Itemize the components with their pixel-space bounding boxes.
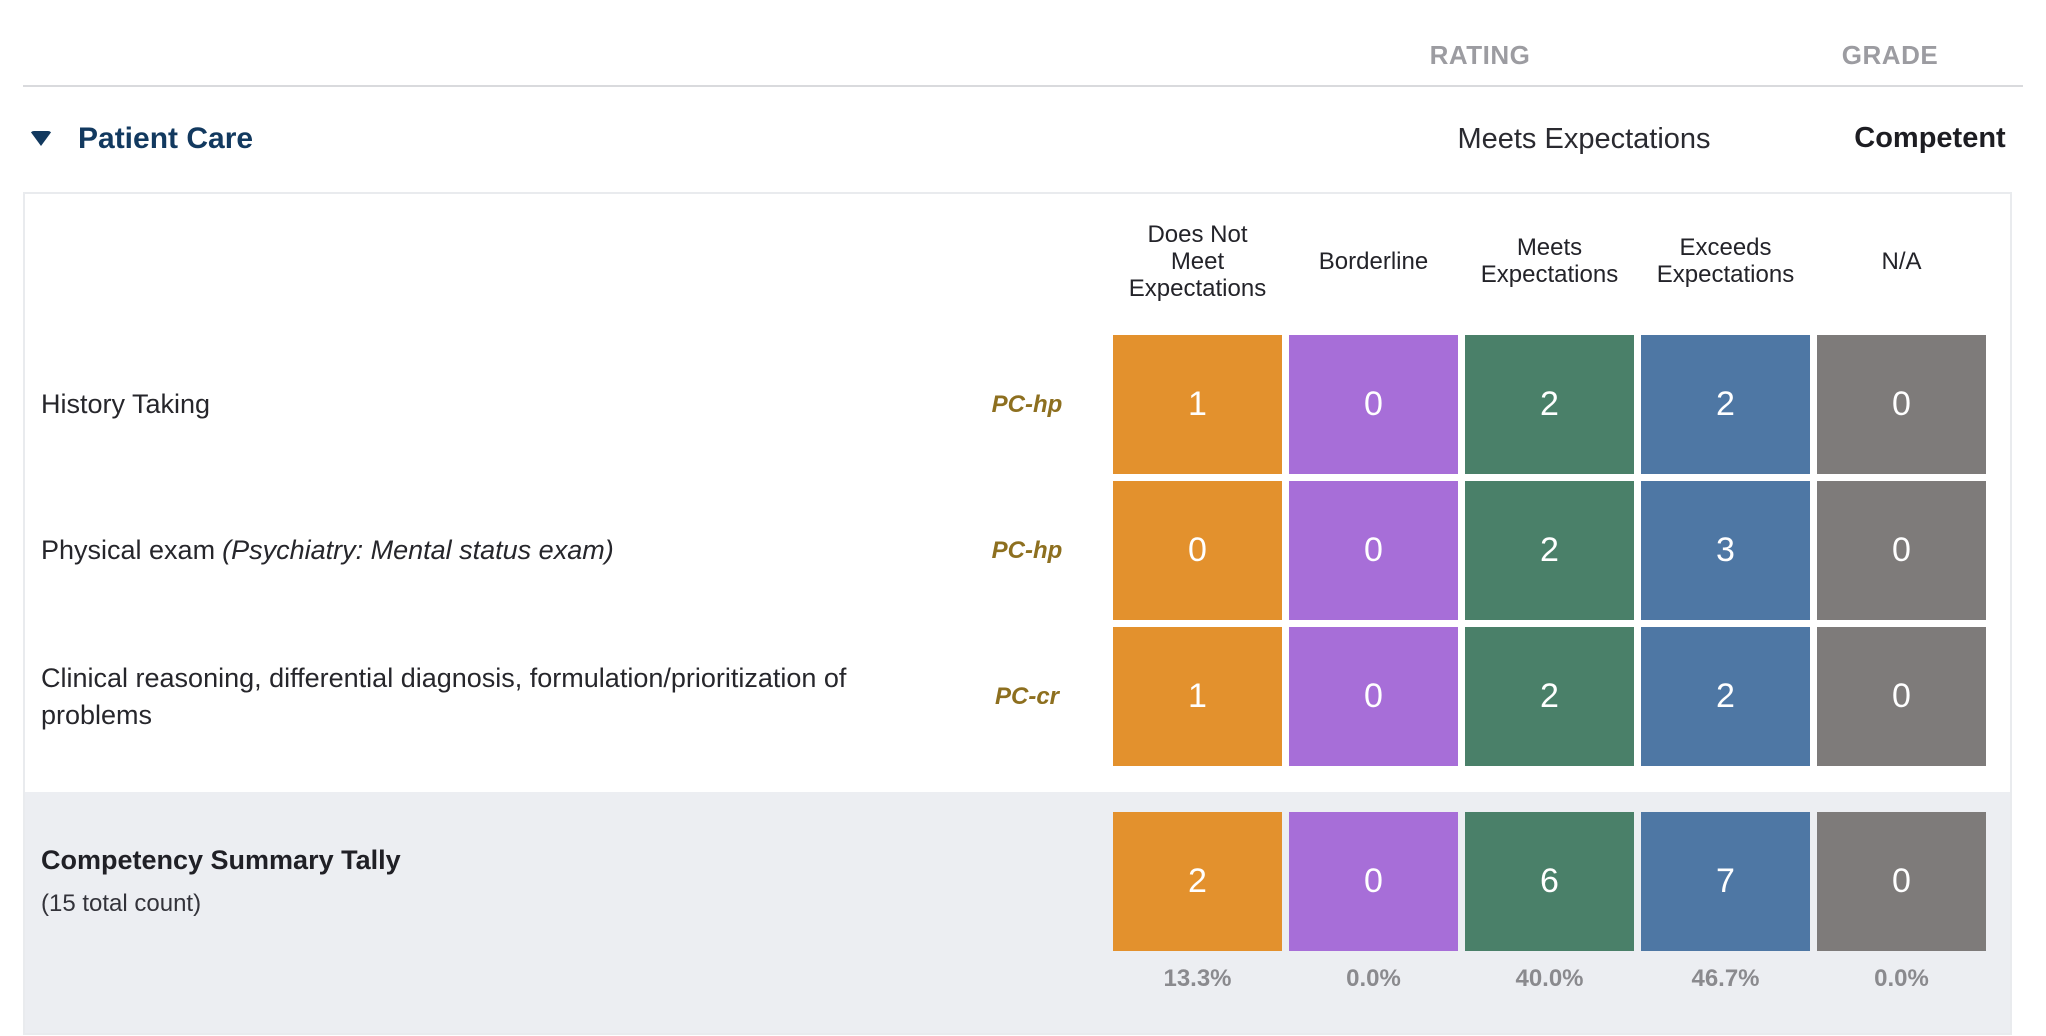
- tally-cell: 1: [1113, 335, 1282, 474]
- rating-column-header: RATING: [1429, 40, 1531, 70]
- competency-rating-value: Meets Expectations: [1457, 123, 1711, 155]
- collapse-triangle-icon[interactable]: [30, 131, 52, 146]
- tally-cell: 0: [1289, 481, 1458, 620]
- tally-cell: 2: [1641, 627, 1810, 766]
- summary-percentage: 0.0%: [1874, 965, 1929, 992]
- tally-cell: 0: [1817, 627, 1986, 766]
- criterion-row: Physical exam (Psychiatry: Mental status …: [25, 481, 2010, 620]
- competency-grade-value: Competent: [1854, 122, 2006, 154]
- summary-row: Competency Summary Tally (15 total count…: [25, 812, 2010, 995]
- tally-cell: 2: [1465, 481, 1634, 620]
- criterion-tag: PC-cr: [994, 682, 1060, 710]
- grade-column-header: GRADE: [1841, 40, 1939, 70]
- tally-cell: 1: [1113, 627, 1282, 766]
- rating-scale-header: Borderline: [1318, 247, 1429, 275]
- tally-cell: 0: [1289, 335, 1458, 474]
- summary-tally-cell: 7: [1641, 812, 1810, 951]
- rating-scale-header: Meets Expectations: [1480, 234, 1619, 288]
- summary-section: Competency Summary Tally (15 total count…: [25, 792, 2010, 1033]
- rating-scale-header: N/A: [1881, 247, 1922, 275]
- tally-cell: 0: [1113, 481, 1282, 620]
- summary-title: Competency Summary Tally: [41, 845, 401, 875]
- criterion-row: Clinical reasoning, differential diagnos…: [25, 627, 2010, 766]
- criterion-label: Physical exam (Psychiatry: Mental status …: [41, 535, 614, 565]
- summary-percentage: 46.7%: [1691, 965, 1760, 992]
- tally-cell: 2: [1641, 335, 1810, 474]
- rating-scale-header-row: Does Not Meet Expectations Borderline Me…: [25, 194, 2010, 328]
- summary-tally-cell: 0: [1289, 812, 1458, 951]
- criterion-row: History Taking PC-hp 1 0 2 2 0: [25, 335, 2010, 474]
- summary-percentage: 40.0%: [1515, 965, 1584, 992]
- criterion-tag: PC-hp: [991, 536, 1063, 564]
- criterion-tag: PC-hp: [991, 390, 1063, 418]
- tally-cell: 2: [1465, 627, 1634, 766]
- criterion-label: History Taking: [41, 389, 211, 419]
- criterion-label: Clinical reasoning, differential diagnos…: [41, 662, 847, 730]
- rating-scale-header: Exceeds Expectations: [1656, 234, 1795, 288]
- competency-tally-panel: Does Not Meet Expectations Borderline Me…: [23, 192, 2012, 1035]
- summary-total-count: (15 total count): [41, 890, 202, 917]
- tally-cell: 0: [1817, 335, 1986, 474]
- tally-cell: 2: [1465, 335, 1634, 474]
- header-divider: [23, 85, 2023, 87]
- summary-tally-cell: 6: [1465, 812, 1634, 951]
- competency-name[interactable]: Patient Care: [78, 122, 254, 155]
- tally-cell: 0: [1817, 481, 1986, 620]
- summary-percentage: 13.3%: [1163, 965, 1232, 992]
- summary-tally-cell: 0: [1817, 812, 1986, 951]
- tally-cell: 3: [1641, 481, 1810, 620]
- rating-scale-header: Does Not Meet Expectations: [1128, 220, 1267, 302]
- summary-label: Competency Summary Tally (15 total count…: [41, 812, 1106, 951]
- summary-tally-cell: 2: [1113, 812, 1282, 951]
- tally-cell: 0: [1289, 627, 1458, 766]
- summary-percentage: 0.0%: [1346, 965, 1401, 992]
- criteria-section: Does Not Meet Expectations Borderline Me…: [25, 194, 2010, 792]
